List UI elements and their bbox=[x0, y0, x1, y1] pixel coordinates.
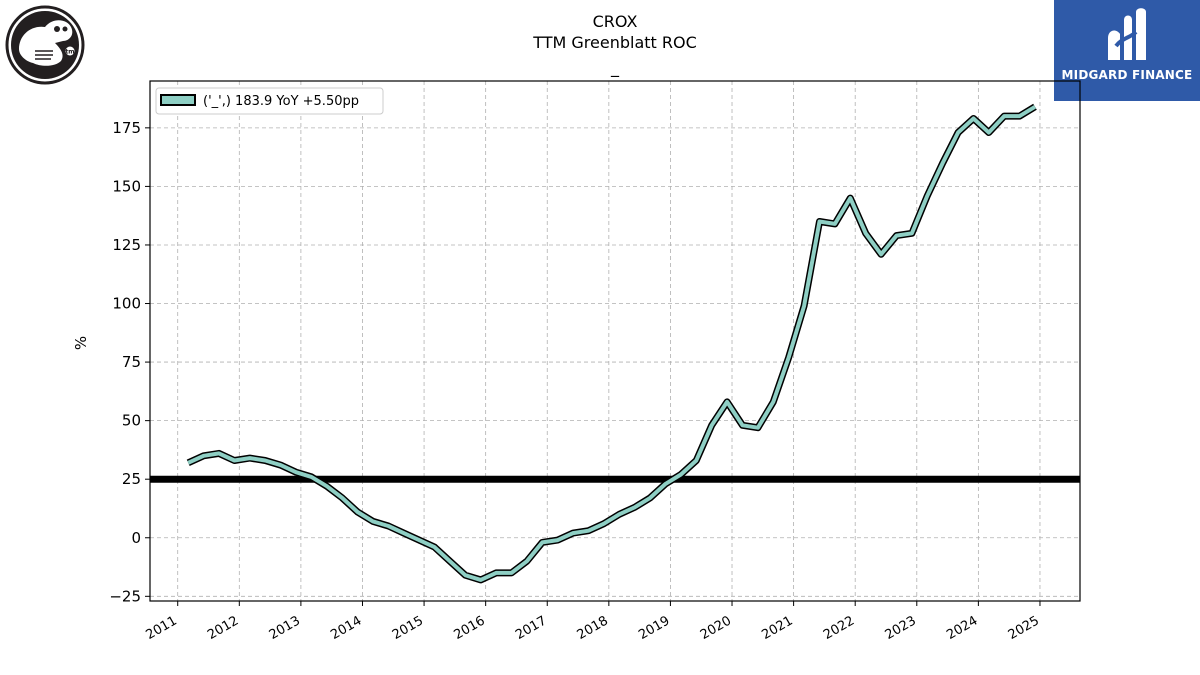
y-tick-label: 150 bbox=[112, 177, 141, 195]
x-tick-label: 2024 bbox=[944, 613, 980, 643]
legend: ('_',) 183.9 YoY +5.50pp bbox=[155, 87, 384, 115]
axes bbox=[149, 80, 1081, 602]
brand-name: MIDGARD FINANCE bbox=[1061, 68, 1193, 82]
y-tick-label: 0 bbox=[131, 529, 141, 547]
x-tick-label: 2015 bbox=[390, 613, 426, 643]
chart-title-ticker: CROX bbox=[593, 12, 638, 31]
plot-frame bbox=[149, 80, 1081, 602]
y-tick-label: 100 bbox=[112, 295, 141, 313]
chart-subtitle: _ bbox=[610, 58, 620, 78]
x-tick-label: 2023 bbox=[883, 613, 919, 643]
y-tick-label: 75 bbox=[122, 353, 141, 371]
x-tick-label: 2014 bbox=[328, 613, 364, 643]
y-tick-label: 175 bbox=[112, 119, 141, 137]
legend-frame bbox=[155, 87, 384, 115]
x-tick-label: 2012 bbox=[205, 613, 241, 643]
series-line-outline bbox=[186, 103, 1037, 584]
y-axis-label: % bbox=[72, 336, 90, 350]
y-tick-label: −25 bbox=[109, 587, 141, 605]
crocodile-logo-icon: tm bbox=[5, 5, 85, 85]
brand-logo: MIDGARD FINANCE bbox=[1054, 0, 1200, 101]
x-tick-label: 2017 bbox=[513, 613, 549, 643]
x-tick-label: 2021 bbox=[759, 613, 795, 643]
x-tick-label: 2020 bbox=[698, 613, 734, 643]
x-tick-label: 2018 bbox=[575, 613, 611, 643]
grid-lines bbox=[150, 81, 1080, 601]
chart-title-metric: TTM Greenblatt ROC bbox=[532, 33, 697, 52]
x-axis-ticks: 2011 2012 2013 2014 2015 2016 2017 2018 2019 2020… bbox=[144, 601, 1042, 643]
y-tick-label: 50 bbox=[122, 412, 141, 430]
x-tick-label: 2011 bbox=[144, 613, 180, 643]
legend-entry-label: ('_',) 183.9 YoY +5.50pp bbox=[203, 94, 359, 109]
y-tick-label: 125 bbox=[112, 236, 141, 254]
x-tick-label: 2016 bbox=[452, 613, 488, 643]
x-tick-label: 2013 bbox=[267, 613, 303, 643]
x-tick-label: 2022 bbox=[821, 613, 857, 643]
midgard-logo-icon bbox=[1108, 8, 1146, 60]
y-tick-label: 25 bbox=[122, 470, 141, 488]
x-tick-label: 2025 bbox=[1006, 613, 1042, 643]
x-tick-label: 2019 bbox=[636, 613, 672, 643]
series-layer bbox=[186, 103, 1037, 584]
y-axis-ticks: −25 0 25 50 75 100 125 150 175 bbox=[109, 119, 150, 605]
trademark-mark: tm bbox=[65, 49, 74, 56]
series-line bbox=[187, 105, 1037, 582]
legend-swatch bbox=[160, 94, 196, 106]
